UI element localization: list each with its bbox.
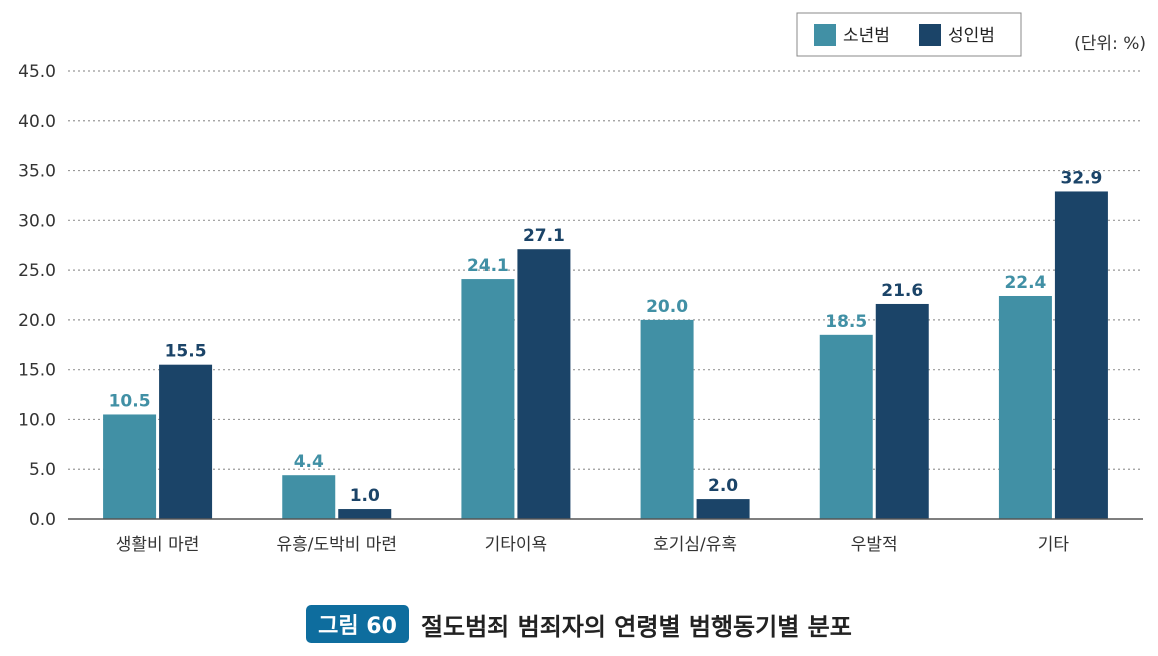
data-label-adult: 27.1 <box>523 226 565 246</box>
data-label-youth: 10.5 <box>109 391 151 411</box>
y-tick-label: 25.0 <box>18 261 56 281</box>
y-tick-label: 15.0 <box>18 361 56 381</box>
data-label-adult: 32.9 <box>1060 168 1102 188</box>
x-category-label: 기타 <box>1038 535 1070 555</box>
bar-youth <box>998 295 1052 519</box>
bar-adult <box>338 509 392 519</box>
data-label-youth: 24.1 <box>467 256 509 276</box>
y-tick-label: 0.0 <box>29 510 56 530</box>
legend: 소년범 성인범 <box>796 12 1022 57</box>
unit-label: (단위: %) <box>1074 34 1146 54</box>
y-axis-ticks: 0.0 5.0 10.0 15.0 20.0 25.0 30.0 35.0 40.0 45.0 <box>18 62 56 530</box>
legend-label-youth: 소년범 <box>843 26 890 46</box>
bar-adult <box>875 303 929 519</box>
x-axis-categories: 생활비 마련 유흥/도박비 마련 기타이욕 호기심/유혹 우발적 기타 <box>116 535 1070 555</box>
bar-youth <box>282 475 336 519</box>
x-category-label: 유흥/도박비 마련 <box>276 535 397 555</box>
y-tick-label: 5.0 <box>29 460 56 480</box>
x-category-label: 기타이욕 <box>485 535 548 555</box>
bar-adult <box>696 499 750 519</box>
figure-title: 절도범죄 범죄자의 연령별 범행동기별 분포 <box>420 612 852 641</box>
data-label-youth: 20.0 <box>646 297 688 317</box>
y-tick-label: 30.0 <box>18 211 56 231</box>
y-tick-label: 45.0 <box>18 62 56 82</box>
y-tick-label: 35.0 <box>18 162 56 182</box>
data-label-adult: 1.0 <box>350 486 380 506</box>
data-label-youth: 4.4 <box>294 452 324 472</box>
data-label-youth: 22.4 <box>1004 273 1046 293</box>
data-labels: 10.5 15.5 4.4 1.0 24.1 27.1 20.0 2.0 18.5 21.6 22.… <box>109 168 1103 506</box>
x-category-label: 호기심/유혹 <box>653 535 737 555</box>
grid-lines <box>68 70 1143 470</box>
bar-chart: 0.0 5.0 10.0 15.0 20.0 25.0 30.0 35.0 40.0 45.0 1… <box>18 12 1146 555</box>
bar-youth <box>640 319 694 519</box>
y-tick-label: 20.0 <box>18 311 56 331</box>
bar-adult <box>159 364 213 519</box>
bar-youth <box>103 414 157 519</box>
data-label-adult: 21.6 <box>881 281 923 301</box>
legend-swatch-adult <box>919 24 941 46</box>
figure-number-badge: 그림 60 <box>306 605 409 643</box>
x-category-label: 생활비 마련 <box>116 535 200 555</box>
bar-adult <box>1054 191 1108 519</box>
y-tick-label: 40.0 <box>18 112 56 132</box>
bar-adult <box>517 249 571 519</box>
legend-swatch-youth <box>814 24 836 46</box>
y-tick-label: 10.0 <box>18 410 56 430</box>
data-label-adult: 2.0 <box>708 476 738 496</box>
x-category-label: 우발적 <box>851 535 898 555</box>
data-label-adult: 15.5 <box>165 342 207 362</box>
bars <box>103 191 1108 519</box>
bar-youth <box>819 334 873 519</box>
data-label-youth: 18.5 <box>825 312 867 332</box>
figure-caption: 그림 60 절도범죄 범죄자의 연령별 범행동기별 분포 <box>0 605 1158 643</box>
bar-youth <box>461 279 515 519</box>
legend-label-adult: 성인범 <box>948 26 995 46</box>
